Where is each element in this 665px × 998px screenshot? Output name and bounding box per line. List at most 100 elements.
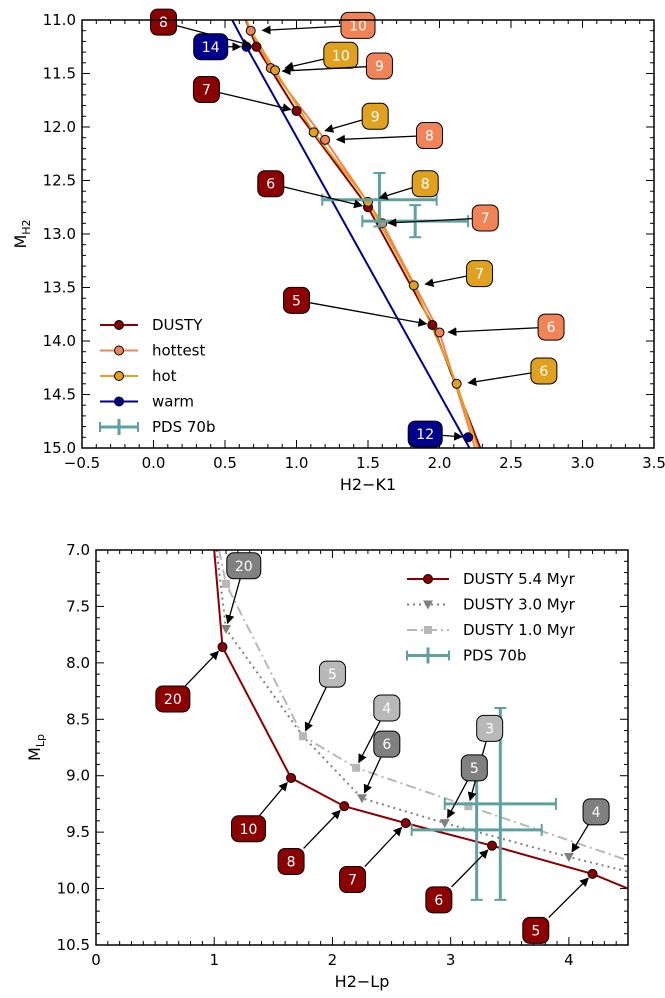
- top-legend-marker-2: [114, 371, 124, 381]
- bottom-series-0-point-1: [286, 772, 297, 783]
- top-annotations: 8 10 14 10 9 7 9 8 6 8 7 7 5 6 6 12: [150, 8, 565, 448]
- top-y-tick-label: 13.0: [43, 225, 76, 243]
- top-label-text-9: 8: [421, 177, 430, 193]
- bottom-label-arrow-2: [304, 686, 327, 732]
- bottom-y-tick-label: 10.0: [57, 880, 90, 898]
- top-label-box-5: [192, 76, 220, 104]
- bottom-x-tick-label: 4: [564, 951, 574, 969]
- bottom-x-axis-label: H2−Lp: [335, 972, 390, 991]
- bottom-label-arrow-0: [225, 578, 241, 625]
- bottom-series-2-point-1: [298, 732, 307, 741]
- bottom-y-tick-label: 10.5: [57, 936, 90, 954]
- bottom-legend-label-3: PDS 70b: [463, 647, 527, 665]
- top-label-arrow-9: [378, 187, 413, 200]
- top-label-arrow-15: [442, 431, 464, 441]
- bottom-x-tick-label: 0: [91, 951, 101, 969]
- bottom-label-box-4: [373, 730, 401, 758]
- top-panel-cmd: −0.5 0.0 0.5 1.0 1.5 2.0 2.5 3.0 3.5 11.0 11.5 12.0…: [11, 8, 665, 494]
- bottom-series-0-point-0: [217, 642, 228, 653]
- bottom-series-2-point-2: [352, 763, 361, 772]
- bottom-legend-label-2: DUSTY 1.0 Myr: [463, 621, 576, 639]
- bottom-label-text-8: 10: [240, 822, 258, 838]
- top-label-box-13: [537, 313, 565, 341]
- top-label-text-2: 14: [202, 40, 220, 56]
- top-legend-marker-3: [114, 396, 124, 407]
- bottom-label-box-6: [460, 754, 488, 782]
- bottom-label-text-3: 4: [382, 701, 391, 717]
- top-label-box-14: [530, 357, 558, 385]
- top-label-text-3: 10: [332, 48, 350, 64]
- top-series-2-point-1: [308, 127, 319, 138]
- top-label-box-15: [407, 420, 443, 448]
- bottom-y-tick-label: 8.0: [66, 654, 90, 672]
- bottom-label-arrow-4: [363, 756, 382, 794]
- bottom-label-arrow-11: [451, 849, 489, 888]
- bottom-series-line-2: [218, 550, 628, 862]
- bottom-label-box-5: [476, 714, 504, 742]
- top-label-arrow-14: [467, 372, 531, 387]
- top-label-box-8: [257, 170, 285, 198]
- top-legend-label-1: hottest: [152, 342, 205, 360]
- top-label-box-6: [361, 102, 389, 130]
- bottom-label-arrow-10: [364, 826, 403, 867]
- bottom-series-0-point-3: [400, 818, 411, 829]
- top-x-axis-label: H2−K1: [340, 475, 396, 494]
- bottom-series-1-point-3: [563, 852, 574, 862]
- bottom-label-arrow-1: [184, 650, 219, 687]
- bottom-label-box-1: [155, 685, 191, 713]
- top-legend-label-3: warm: [152, 393, 194, 411]
- top-label-text-0: 8: [159, 15, 168, 31]
- top-series-line-1: [245, 20, 477, 448]
- bottom-label-box-12: [522, 916, 550, 944]
- bottom-legend-label-1: DUSTY 3.0 Myr: [463, 596, 576, 614]
- bottom-label-text-1: 20: [164, 692, 182, 708]
- bottom-x-tick-label: 1: [209, 951, 219, 969]
- top-label-arrow-5: [219, 92, 292, 113]
- bottom-y-axis-label-main: M: [25, 747, 44, 761]
- top-label-box-7: [415, 122, 443, 150]
- top-label-text-7: 8: [425, 129, 434, 145]
- bottom-label-arrow-6: [447, 780, 468, 819]
- top-y-tick-label: 11.5: [43, 65, 76, 83]
- top-legend-marker-1: [114, 345, 124, 356]
- top-series-1-point-4: [434, 327, 445, 338]
- top-series-2-point-0: [270, 65, 281, 76]
- bottom-y-tick-label: 9.0: [66, 767, 90, 785]
- top-label-arrow-12: [309, 302, 428, 327]
- top-label-text-11: 7: [475, 267, 484, 283]
- bottom-series-2-point-0: [222, 579, 231, 588]
- bottom-label-arrow-12: [548, 877, 589, 918]
- top-y-tick-label: 12.0: [43, 118, 76, 136]
- top-legend-marker-0: [114, 320, 124, 330]
- top-y-tick-label: 12.5: [43, 172, 76, 190]
- bottom-y-tick-label: 8.5: [66, 710, 90, 728]
- top-label-box-1: [340, 11, 376, 39]
- bottom-series-0-point-5: [587, 868, 598, 879]
- top-series-line-3: [231, 20, 471, 448]
- bottom-series-1-point-2: [439, 819, 450, 829]
- top-label-text-10: 7: [481, 211, 490, 227]
- top-label-text-8: 6: [266, 177, 275, 193]
- top-label-box-4: [365, 52, 393, 80]
- top-series-0-point-0: [251, 41, 262, 52]
- top-series-1-point-0: [245, 25, 256, 36]
- bottom-label-box-0: [226, 552, 262, 580]
- top-label-arrow-13: [447, 327, 539, 337]
- bottom-label-box-11: [425, 886, 453, 914]
- bottom-annotations: 20 20 5 4 6 3 5 4 10 8 7 6 5: [155, 552, 610, 944]
- bottom-label-box-10: [339, 866, 367, 894]
- top-label-arrow-11: [424, 275, 467, 288]
- top-label-arrow-7: [335, 134, 417, 144]
- bottom-label-text-7: 4: [592, 805, 601, 821]
- top-label-arrow-8: [283, 186, 364, 209]
- top-x-tick-label: 1.0: [285, 454, 309, 472]
- top-label-arrow-1: [261, 25, 342, 35]
- bottom-legend-marker-2: [424, 626, 432, 634]
- top-label-box-2: [193, 33, 229, 61]
- top-x-tick-label: −0.5: [64, 454, 100, 472]
- top-y-tick-label: 11.0: [43, 11, 76, 29]
- bottom-label-text-5: 3: [485, 721, 494, 737]
- bottom-label-arrow-7: [571, 824, 589, 853]
- top-x-tick-label: 1.5: [356, 454, 380, 472]
